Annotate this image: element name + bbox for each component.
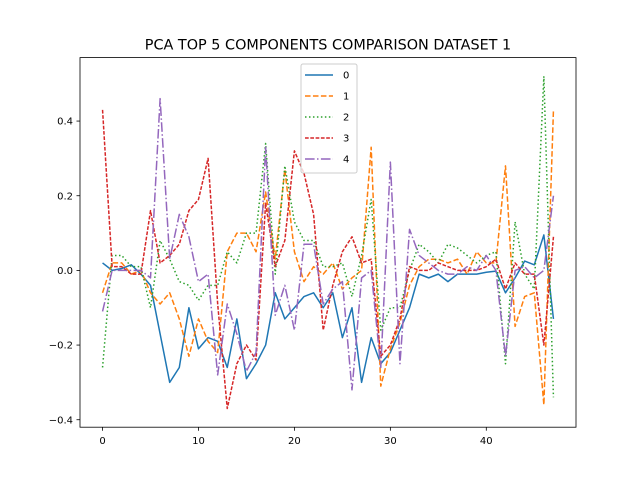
legend: 0 1 2 3 4: [300, 63, 358, 174]
y-tick-label: 0.2: [57, 191, 73, 202]
legend-label-0: 0: [343, 71, 349, 82]
axes-frame: [79, 57, 577, 428]
x-tick-label: 20: [288, 436, 301, 447]
x-tick-label: 30: [384, 436, 397, 447]
y-axis: −0.4 −0.2 0.0 0.2 0.4: [49, 117, 80, 426]
legend-label-3: 3: [343, 134, 349, 145]
legend-label-1: 1: [343, 92, 349, 103]
plot-area: 0 10 20 30 40 −0.4−0.20.00.20.4: [49, 57, 577, 447]
y-tick-label: −0.4: [49, 415, 73, 426]
legend-box: [300, 63, 358, 174]
legend-label-2: 2: [343, 113, 349, 124]
series-line-0: [102, 234, 555, 384]
y-tick-label: −0.2: [49, 341, 73, 352]
series-line-4: [101, 97, 555, 391]
x-tick-label: 10: [192, 436, 205, 447]
y-tick-label: 0.0: [57, 266, 73, 277]
legend-label-4: 4: [343, 155, 349, 166]
series-line-1: [101, 109, 555, 406]
x-tick-label: 40: [480, 436, 493, 447]
x-tick-label: 0: [99, 436, 105, 447]
y-tick-label: 0.4: [57, 117, 73, 128]
series-line-3: [101, 109, 555, 410]
x-axis: 0 10 20 30 40: [99, 427, 493, 447]
series-layer: [101, 75, 555, 410]
chart-title: PCA TOP 5 COMPONENTS COMPARISON DATASET …: [145, 38, 511, 54]
